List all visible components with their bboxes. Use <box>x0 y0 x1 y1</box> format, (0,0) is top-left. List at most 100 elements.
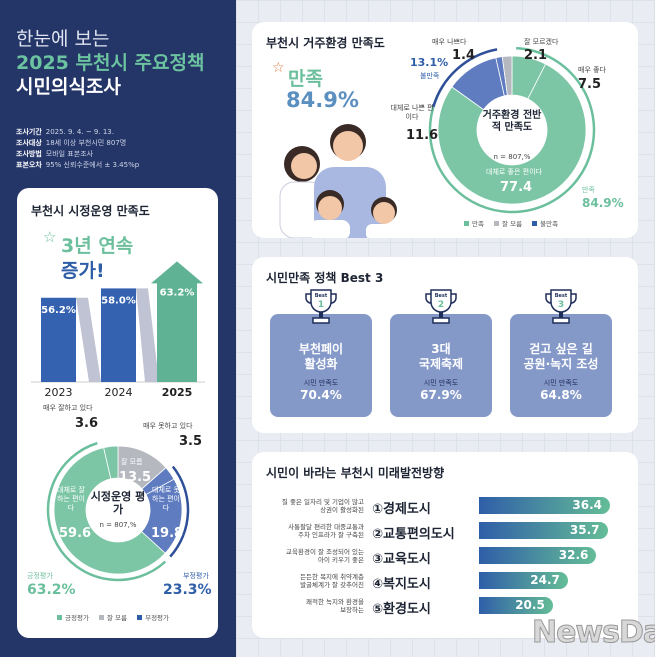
satisfaction-value: 64.8% <box>540 388 582 402</box>
direction-name: ③교육도시 <box>372 552 431 567</box>
legend-swatch <box>494 221 500 226</box>
legend-swatch <box>532 221 538 226</box>
seg-value: 3.6 <box>75 416 99 431</box>
header-line2: 2025 부천시 주요정책 <box>16 52 205 74</box>
group-total: 13.1% <box>410 56 449 69</box>
best-policy-card: Best 1 부천페이 활성화 시민 만족도 70.4% <box>270 289 372 417</box>
legend-swatch <box>137 615 143 620</box>
direction-name: ⑤환경도시 <box>372 602 431 617</box>
direction-value: 36.4 <box>572 498 603 512</box>
headline2: 증가! <box>61 260 105 282</box>
survey-info-row: 조사기간 2025. 9. 4. ~ 9. 13. <box>16 127 139 138</box>
header-line1: 한눈에 보는 <box>16 28 110 50</box>
survey-info-row: 조사방법 모바일 표본조사 <box>16 149 139 160</box>
city-admin-card: 부천시 시정운영 만족도 ☆ 3년 연속 증가! 56.2% 2023 58.0% 2… <box>17 188 218 638</box>
survey-info-value: 18세 이상 부천시민 807명 <box>45 139 127 147</box>
survey-info-row: 표본오차 95% 신뢰수준에서 ± 3.45%p <box>16 160 139 171</box>
survey-info-value: 모바일 표본조사 <box>45 150 94 158</box>
negative-outer-arc <box>169 465 190 558</box>
survey-info-row: 조사대상 18세 이상 부천시민 807명 <box>16 138 139 149</box>
seg-label: 대체로 나쁜 편이다 <box>390 104 434 121</box>
policy-name: 걷고 싶은 길 공원·녹지 조성 <box>523 342 599 371</box>
seg-label: 매우 잘하고 있다 <box>43 404 93 412</box>
group-label: 만족 <box>582 186 595 194</box>
direction-bar: 20.5 <box>479 597 553 614</box>
survey-info-key: 조사대상 <box>16 139 42 147</box>
legend-swatch <box>99 615 104 620</box>
donut-center-title: 시정운영 평가 <box>90 490 146 516</box>
seg-value: 13.5 <box>119 470 152 485</box>
legend: 긍정평가 잘 모름 부정평가 <box>57 612 177 622</box>
satisfaction-label: 시민 만족도 <box>303 379 339 387</box>
seg-label: 대체로 잘하는 편이다 <box>57 486 85 512</box>
policy-name: 3대 국제축제 <box>418 342 464 371</box>
card-title: 부천시 시정운영 만족도 <box>31 204 150 218</box>
card-title: 시민이 바라는 부천시 미래발전방향 <box>266 466 445 480</box>
satisfaction-value: 67.9% <box>420 388 462 402</box>
bar-2023 <box>41 297 76 382</box>
survey-info-key: 조사기간 <box>16 128 42 136</box>
housing-donut-chart <box>428 46 596 214</box>
best-badge: Best <box>555 293 568 299</box>
survey-info-key: 표본오차 <box>16 161 42 169</box>
legend-item: 잘 모름 <box>494 220 522 228</box>
direction-desc: 사통팔달 편리한 대중교통과 주차 인프라가 잘 구축된 <box>288 523 364 539</box>
direction-row: 교육환경이 잘 조성되어 있는 아이 키우기 좋은 ③교육도시 32.6 <box>252 546 637 568</box>
satisfaction-label: 시민 만족도 <box>543 379 579 387</box>
best3-card: 시민만족 정책 Best 3 Best 1 부천페이 활성화 시민 만족도 70.… <box>252 257 638 433</box>
direction-desc: 든든한 복지에 취약계층 발굴체계가 잘 갖추어진 <box>300 573 364 589</box>
seg-label: 잘 모르겠다 <box>524 38 559 46</box>
legend-item: 긍정평가 <box>57 614 89 622</box>
admin-donut-chart <box>46 441 190 582</box>
legend-swatch <box>464 221 469 226</box>
header-line3: 시민의식조사 <box>16 76 121 98</box>
seg-value: 7.5 <box>578 77 602 92</box>
seg-label: 대체로 못하는 편이다 <box>152 486 180 512</box>
seg-label: 대체로 좋은 편이다 <box>486 168 542 176</box>
direction-name: ①경제도시 <box>372 502 431 517</box>
seg-label: 매우 나쁘다 <box>432 38 467 46</box>
seg-value: 19.8 <box>151 526 184 541</box>
donut-hole <box>86 478 150 542</box>
seg-label: 매우 못하고 있다 <box>143 422 193 430</box>
direction-row: 질 좋은 일자리 및 기업이 많고 상권이 활성화된 ①경제도시 36.4 <box>252 496 637 518</box>
direction-value: 32.6 <box>558 548 589 562</box>
dissatisfied-outer-arc <box>432 48 498 108</box>
seg-value: 2.1 <box>524 48 548 63</box>
legend-label: 잘 모름 <box>502 220 523 228</box>
bar-value-label: 56.2% <box>41 305 76 316</box>
seg-label: 잘 모름 <box>121 458 143 466</box>
direction-desc: 질 좋은 일자리 및 기업이 많고 상권이 활성화된 <box>281 498 364 514</box>
direction-row: 쾌적한 녹지와 환경을 보장하는 ⑤환경도시 20.5 <box>252 596 637 618</box>
direction-name: ④복지도시 <box>372 577 431 592</box>
best-policy-card: Best 2 3대 국제축제 시민 만족도 67.9% <box>390 289 492 417</box>
star-icon: ☆ <box>272 60 285 76</box>
donut-hole <box>477 95 547 165</box>
group-total: 23.3% <box>163 582 212 598</box>
headline: 3년 연속 <box>61 235 134 257</box>
direction-value: 35.7 <box>569 523 600 537</box>
family-illustration <box>279 124 402 238</box>
housing-card: 부천시 거주환경 만족도 ☆ 만족 84.9% 매우 나쁘다 1.4 잘 모르겠… <box>252 22 638 238</box>
headline-value: 84.9% <box>286 88 359 112</box>
legend-label: 잘 모름 <box>107 614 128 622</box>
bar-value-label: 58.0% <box>101 295 136 306</box>
best-rank: 3 <box>558 300 564 310</box>
legend-item: 부정평가 <box>137 614 169 622</box>
legend-item: 만족 <box>464 220 484 228</box>
card-title: 부천시 거주환경 만족도 <box>266 36 385 50</box>
best-rank: 1 <box>318 300 324 310</box>
group-label: 부정평가 <box>183 572 209 580</box>
yearly-bar-chart: 56.2% 2023 58.0% 2024 63.2% 2025 <box>31 261 205 398</box>
survey-info-value: 2025. 9. 4. ~ 9. 13. <box>45 128 114 136</box>
direction-bar: 36.4 <box>479 497 611 514</box>
direction-bar: 24.7 <box>479 572 568 589</box>
best-rank: 2 <box>438 300 444 310</box>
satisfaction-label: 시민 만족도 <box>423 379 459 387</box>
seg-value: 3.5 <box>179 434 203 449</box>
survey-info: 조사기간 2025. 9. 4. ~ 9. 13. 조사대상 18세 이상 부천시민… <box>16 127 139 171</box>
legend-swatch <box>57 615 62 620</box>
group-total: 63.2% <box>27 582 76 598</box>
